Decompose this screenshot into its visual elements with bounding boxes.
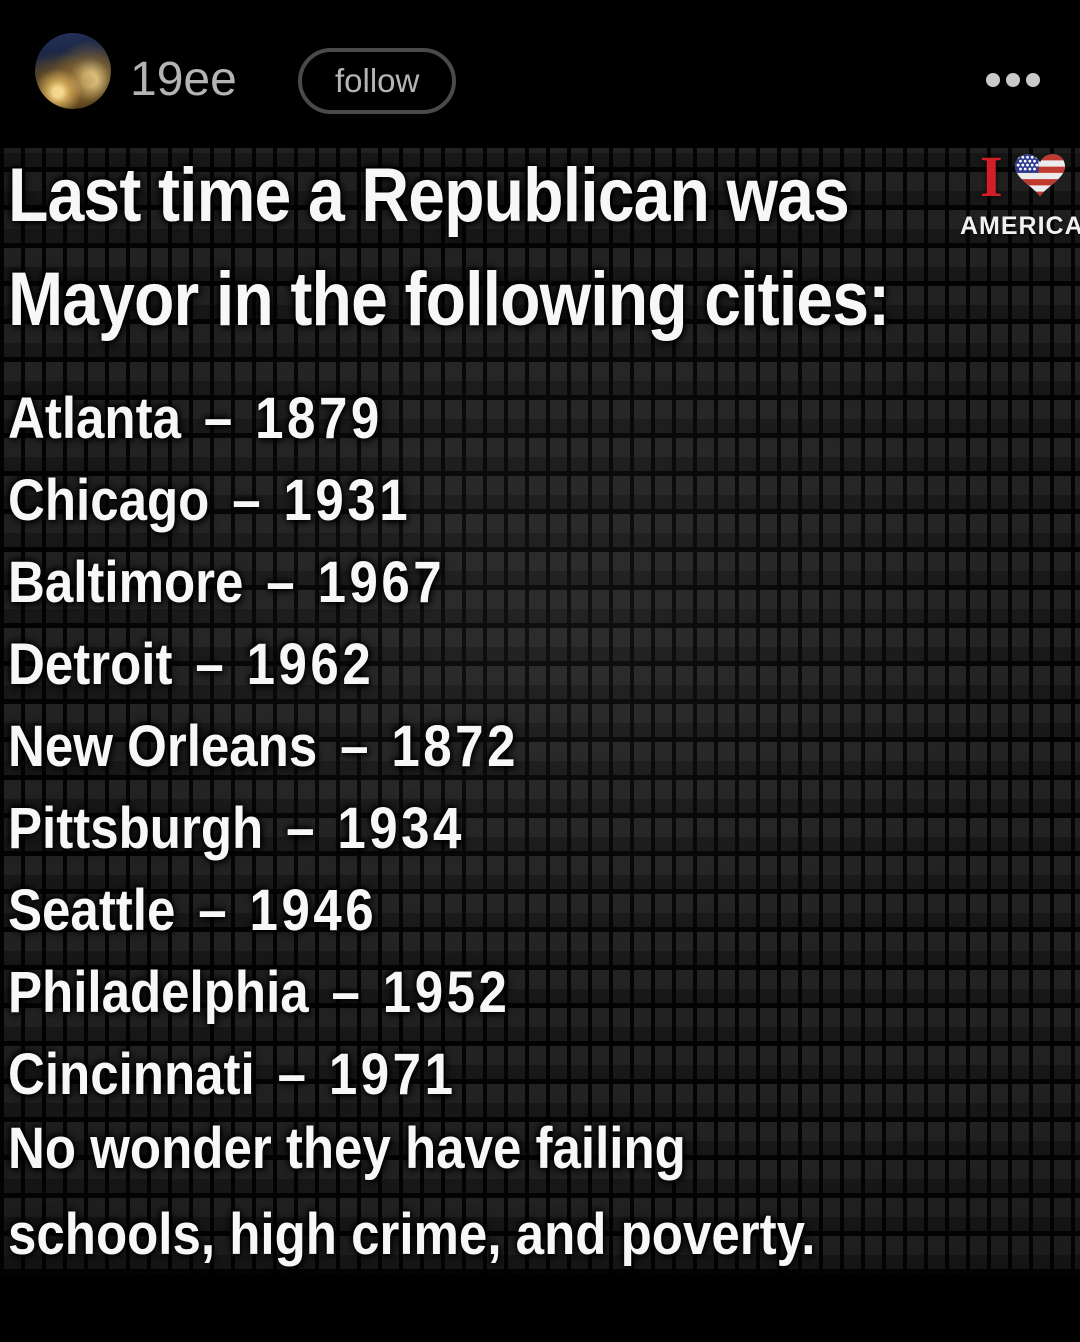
dash: –: [286, 796, 315, 861]
i-love-america-logo: I: [960, 148, 1080, 241]
year-value: 1952: [382, 960, 511, 1025]
meme-footer-line1: No wonder they have failing: [8, 1116, 686, 1181]
year-value: 1962: [246, 632, 375, 697]
meme-footer-line2: schools, high crime, and poverty.: [8, 1202, 816, 1267]
city-label: Cincinnati: [8, 1042, 255, 1107]
list-item: Atlanta – 1879: [8, 390, 519, 472]
year-value: 1931: [283, 468, 412, 533]
year-value: 1872: [391, 714, 519, 779]
city-year-list: Atlanta – 1879 Chicago – 1931 Baltimore …: [8, 390, 519, 1128]
more-options-icon[interactable]: [986, 73, 1040, 87]
dash: –: [331, 960, 360, 1025]
city-label: Baltimore: [8, 550, 244, 615]
username[interactable]: 19ee: [130, 53, 237, 106]
profile-avatar[interactable]: [35, 33, 111, 109]
list-item: New Orleans – 1872: [8, 718, 519, 800]
meme-image[interactable]: Last time a Republican was Mayor in the …: [0, 148, 1080, 1274]
dot: [986, 73, 1000, 87]
follow-button[interactable]: follow: [298, 48, 457, 114]
dash: –: [195, 632, 224, 697]
dash: –: [340, 714, 369, 779]
city-label: Chicago: [8, 468, 210, 533]
meme-title-line2: Mayor in the following cities:: [8, 257, 890, 342]
dash: –: [232, 468, 261, 533]
year-value: 1967: [317, 550, 446, 615]
year-value: 1934: [337, 796, 465, 861]
meme-footer: No wonder they have failing schools, hig…: [8, 1120, 815, 1264]
dash: –: [198, 878, 227, 943]
list-item: Philadelphia – 1952: [8, 964, 519, 1046]
list-item: Detroit – 1962: [8, 636, 519, 718]
year-value: 1946: [249, 878, 378, 943]
dash: –: [203, 386, 233, 451]
list-item: Baltimore – 1967: [8, 554, 519, 636]
year-value: 1971: [328, 1042, 457, 1107]
city-label: Pittsburgh: [8, 796, 264, 861]
city-label: Seattle: [8, 878, 176, 943]
post-header: 19ee follow: [0, 0, 1080, 148]
city-label: Detroit: [8, 632, 173, 697]
year-value: 1879: [255, 386, 383, 451]
city-label: Atlanta: [8, 386, 181, 451]
city-label: New Orleans: [8, 714, 318, 779]
meme-title: Last time a Republican was Mayor in the …: [8, 153, 890, 342]
list-item: Pittsburgh – 1934: [8, 800, 519, 882]
list-item: Chicago – 1931: [8, 472, 519, 554]
dash: –: [277, 1042, 306, 1107]
dash: –: [266, 550, 295, 615]
list-item: Cincinnati – 1971: [8, 1046, 519, 1128]
list-item: Seattle – 1946: [8, 882, 519, 964]
dot: [1026, 73, 1040, 87]
american-flag-heart-icon: [1014, 154, 1065, 197]
logo-america-text: AMERICA: [960, 212, 1080, 240]
meme-title-line1: Last time a Republican was: [8, 153, 850, 238]
dot: [1006, 73, 1020, 87]
city-label: Philadelphia: [8, 960, 309, 1025]
logo-letter-i: I: [980, 148, 1003, 209]
